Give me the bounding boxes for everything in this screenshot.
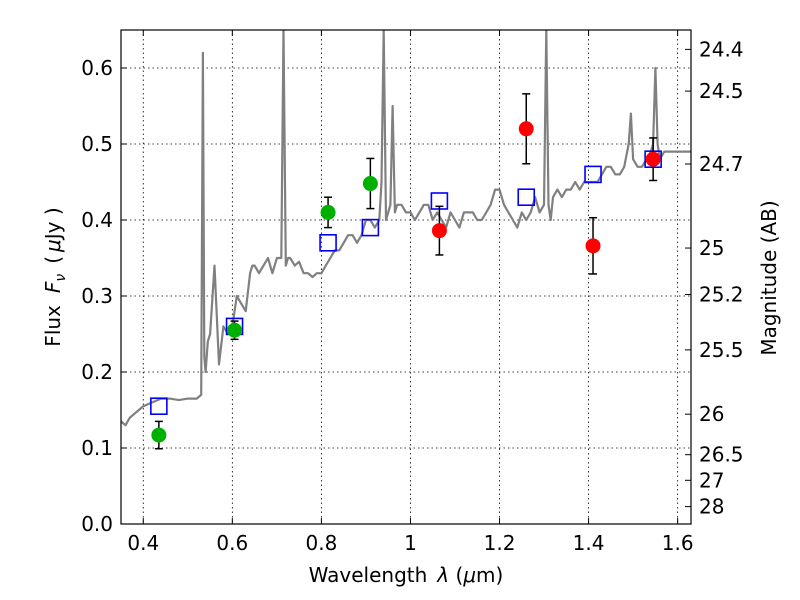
observed-photometry-point <box>320 204 336 220</box>
x-tick-label: 1 <box>404 531 417 555</box>
model-photometry-square <box>517 188 536 206</box>
x-tick-label: 0.8 <box>305 531 337 555</box>
y2-tick-label: 24.4 <box>699 37 744 61</box>
x-tick-label: 1.2 <box>484 531 516 555</box>
observed-photometry-point <box>362 176 378 192</box>
y-tick-label: 0.3 <box>81 284 113 308</box>
y-tick-label: 0.5 <box>81 132 113 156</box>
observed-photometry-point <box>151 427 167 443</box>
y2-tick-label: 26.5 <box>699 443 744 467</box>
plot-area <box>121 30 691 450</box>
y-axis-title: FluxFν(μJy ) <box>41 207 69 346</box>
y2-tick-label: 24.7 <box>699 152 744 176</box>
y2-tick-label: 26 <box>699 402 724 426</box>
model-photometry-square <box>150 397 168 416</box>
tick-labels: 0.4 0.6 0.8 1 1.2 1.4 1.6 0.0 0.1 0.2 0.3 0.4 0.5 0.6… <box>81 37 743 555</box>
y2-tick-label: 27 <box>699 468 724 492</box>
tick-marks <box>121 30 691 525</box>
observed-photometry-point <box>518 121 534 137</box>
y-tick-label: 0.4 <box>81 208 113 232</box>
y2-tick-label: 24.5 <box>699 79 744 103</box>
observed-photometry-point <box>227 322 243 338</box>
observed-photometry-point <box>431 223 447 239</box>
x-tick-label: 1.6 <box>662 531 694 555</box>
y-tick-label: 0.1 <box>81 436 113 460</box>
y-tick-label: 0.6 <box>81 56 113 80</box>
y2-tick-label: 28 <box>699 495 724 519</box>
observed-photometry-point <box>585 238 601 254</box>
x-tick-label: 0.6 <box>216 531 248 555</box>
model-photometry-square <box>361 218 380 237</box>
y2-tick-label: 25 <box>699 236 724 260</box>
plot-frame <box>120 29 692 525</box>
x-tick-label: 0.4 <box>127 531 159 555</box>
y2-tick-label: 25.2 <box>699 282 744 306</box>
y-tick-label: 0.2 <box>81 360 113 384</box>
y2-tick-label: 25.5 <box>699 338 744 362</box>
x-tick-label: 1.4 <box>573 531 605 555</box>
spectrum-line <box>121 30 691 427</box>
model-photometry-square <box>584 165 602 184</box>
x-axis-title: Wavelength λ (μm) <box>309 563 504 587</box>
observed-photometry-point <box>645 151 661 167</box>
y-tick-label: 0.0 <box>81 512 113 536</box>
model-photometry-square <box>319 234 337 252</box>
y2-axis-title: Magnitude (AB) <box>757 200 781 355</box>
